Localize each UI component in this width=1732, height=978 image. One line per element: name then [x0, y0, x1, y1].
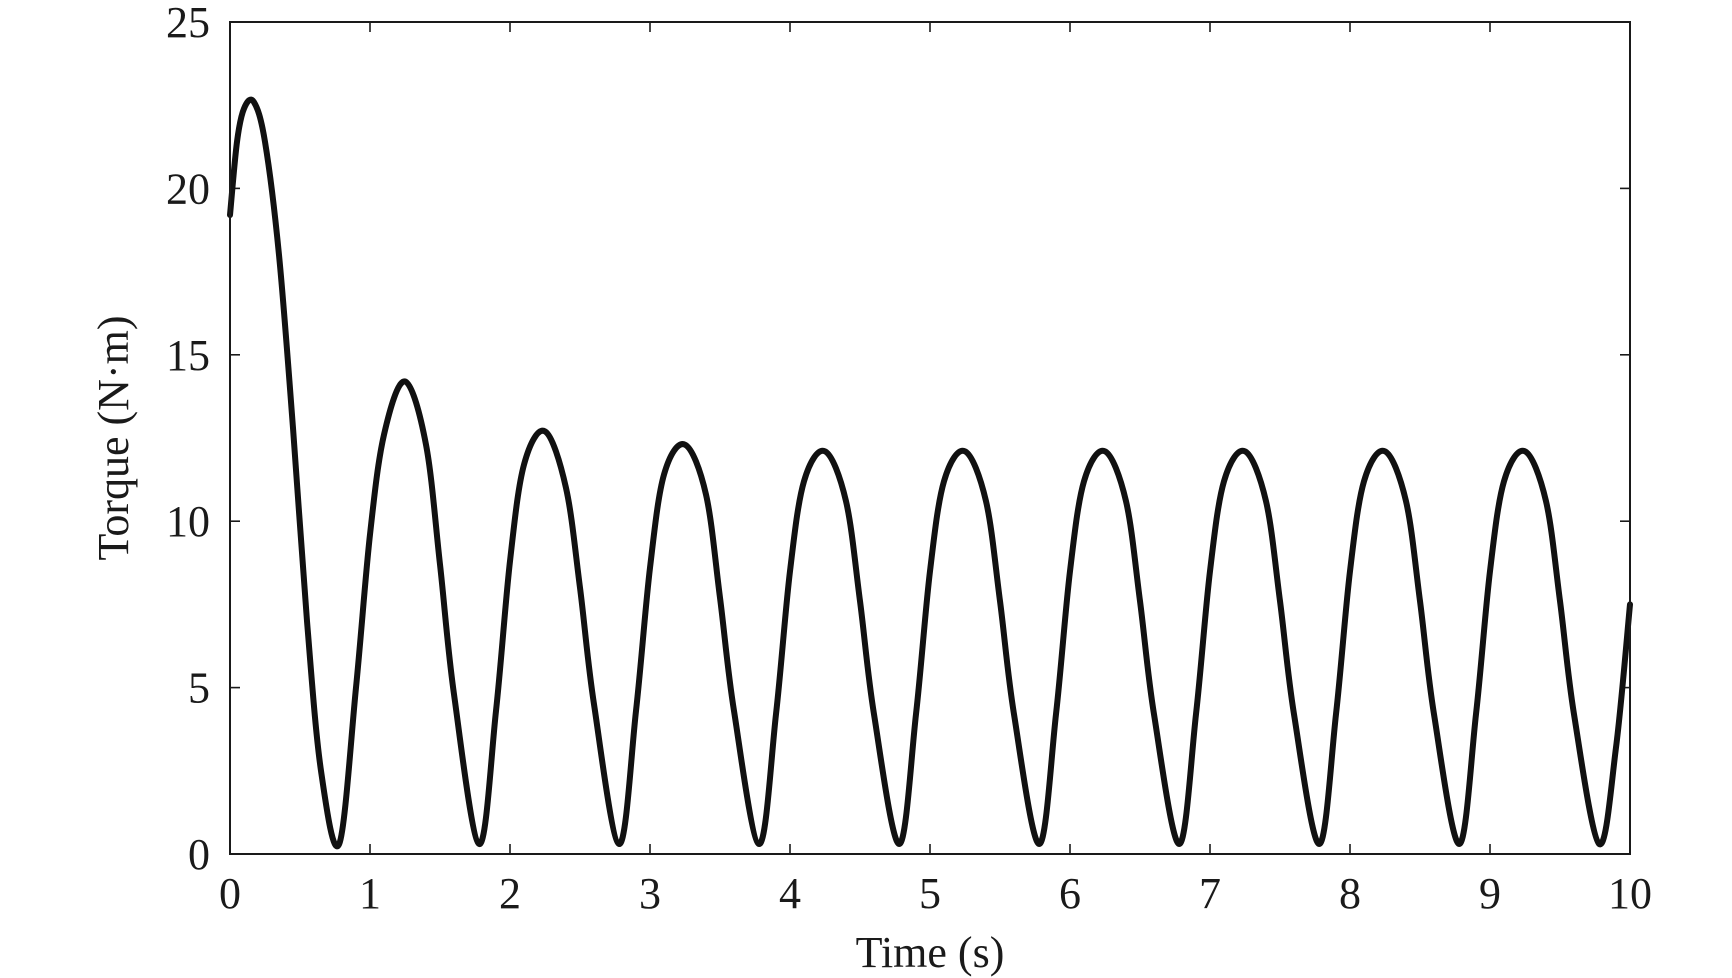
x-tick-labels: 0 1 2 3 4 5 6 7 8 9 10 [219, 869, 1652, 918]
y-tick-label: 0 [188, 830, 210, 879]
y-tick-label: 20 [166, 164, 210, 213]
x-tick-label: 1 [359, 869, 381, 918]
x-tick-label: 0 [219, 869, 241, 918]
y-tick-label: 25 [166, 0, 210, 47]
plot-frame [229, 21, 1631, 855]
y-tick-labels: 0 5 10 15 20 25 [166, 0, 210, 879]
x-tick-label: 2 [499, 869, 521, 918]
x-tick-label: 7 [1199, 869, 1221, 918]
x-tick-label: 8 [1339, 869, 1361, 918]
x-axis-label: Time (s) [856, 928, 1005, 977]
x-tick-label: 9 [1479, 869, 1501, 918]
x-tick-label: 6 [1059, 869, 1081, 918]
x-tick-label: 4 [779, 869, 801, 918]
y-tick-label: 10 [166, 497, 210, 546]
y-axis-label: Torque (N·m) [89, 316, 138, 561]
torque-series-line [227, 96, 1633, 850]
y-tick-label: 15 [166, 331, 210, 380]
y-tick-label: 5 [188, 664, 210, 713]
x-tick-label: 3 [639, 869, 661, 918]
axis-ticks [229, 21, 1631, 855]
x-tick-label: 5 [919, 869, 941, 918]
x-tick-label: 10 [1608, 869, 1652, 918]
